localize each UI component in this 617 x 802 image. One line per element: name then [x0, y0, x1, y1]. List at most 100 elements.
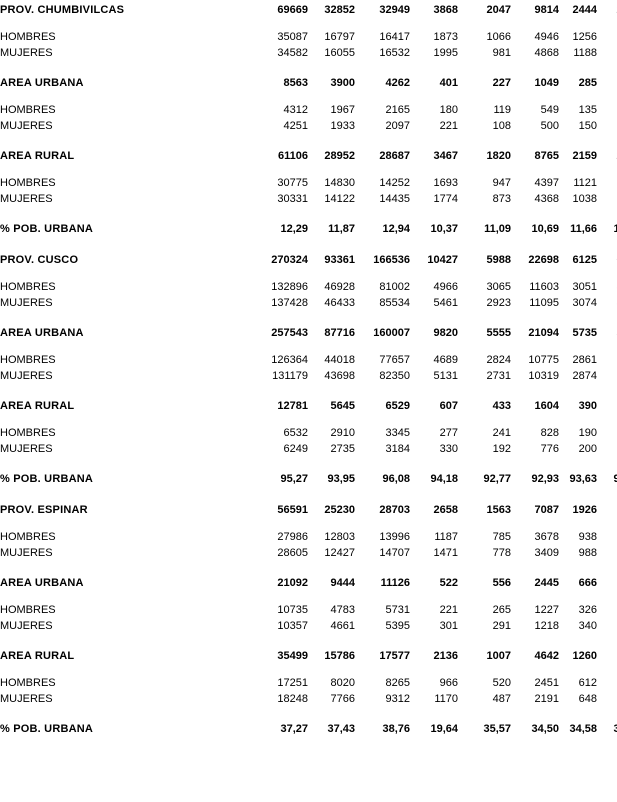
cell-total_hombres-col4: 1066 — [486, 31, 511, 43]
cell-rural_hombres-col6: 190 — [578, 427, 597, 439]
cell-urbana_hombres-col3: 180 — [439, 104, 458, 116]
spacer-cell — [0, 239, 617, 250]
row-total-hombres-espinar: HOMBRES 27986 12803 13996 1187 785 3678 9381003… — [0, 529, 617, 545]
cell-urbana_mujeres-col6: 2874 — [572, 370, 597, 382]
row-spacer — [0, 666, 617, 675]
cell-rural_mujeres-col3: 1774 — [433, 193, 458, 205]
cell-total_hombres-col0: 35087 — [277, 31, 308, 43]
row-spacer — [0, 311, 617, 323]
cell-urbana-col2: 160007 — [373, 327, 410, 339]
cell-rural-col1: 28952 — [324, 150, 355, 162]
row-pct-urbana-cusco: % POB. URBANA 95,27 93,95 96,08 94,18 92,77 92… — [0, 469, 617, 489]
cell-rural-col2: 28687 — [379, 150, 410, 162]
cell-total_mujeres-col7: 3017 — [597, 295, 617, 311]
label-mujeres: MUJERES — [0, 370, 53, 382]
cell-total_hombres-col5: 4946 — [534, 31, 559, 43]
cell-rural-col6: 2159 — [572, 150, 597, 162]
spacer-cell — [0, 593, 617, 602]
cell-total_mujeres-col0: 28605 — [277, 547, 308, 559]
cell-total-col3: 10427 — [427, 254, 458, 266]
cell-urbana_hombres-col4: 265 — [492, 604, 511, 616]
row-rural-hombres-chumbivilcas: HOMBRES 30775 14830 14252 1693 947 4397 1121119… — [0, 175, 617, 191]
cell-rural-col1: 5645 — [330, 400, 355, 412]
cell-urbana-col3: 401 — [439, 77, 458, 89]
cell-rural_mujeres-col0: 18248 — [277, 693, 308, 705]
cell-urbana_mujeres-col7: 350 — [597, 618, 617, 634]
label-area-rural: AREA RURAL — [0, 150, 75, 162]
cell-urbana-col2: 11126 — [380, 577, 410, 589]
cell-total_mujeres-col5: 11095 — [529, 297, 559, 309]
cell-pct_urbana-col6: 11,66 — [570, 223, 597, 235]
cell-urbana-col1: 3900 — [330, 77, 355, 89]
cell-rural_hombres-col4: 520 — [492, 677, 511, 689]
row-rural-mujeres-cusco: MUJERES6249273531843301927762002053030 — [0, 441, 617, 457]
cell-total_hombres-col5: 3678 — [534, 531, 559, 543]
label-area-rural: AREA RURAL — [0, 400, 75, 412]
cell-urbana_hombres-col1: 44018 — [324, 354, 355, 366]
cell-rural_hombres-col4: 947 — [492, 177, 511, 189]
spacer-cell — [0, 343, 617, 352]
cell-pct_urbana-col7: 10,99 — [597, 219, 617, 239]
spacer-cell — [0, 634, 617, 646]
cell-urbana_mujeres-col4: 2731 — [486, 370, 511, 382]
cell-total_hombres-col0: 132896 — [271, 281, 308, 293]
cell-rural_mujeres-col1: 14122 — [324, 193, 355, 205]
cell-urbana_mujeres-col3: 301 — [439, 620, 458, 632]
cell-urbana-col2: 4262 — [385, 77, 410, 89]
label-hombres: HOMBRES — [0, 177, 56, 189]
cell-rural_mujeres-col7: 637 — [597, 691, 617, 707]
cell-urbana_mujeres-col1: 4661 — [330, 620, 355, 632]
cell-urbana_mujeres-col5: 500 — [540, 120, 559, 132]
row-spacer — [0, 489, 617, 500]
cell-rural-col0: 61106 — [278, 150, 308, 162]
cell-pct_urbana-col1: 93,95 — [327, 473, 355, 485]
label-hombres: HOMBRES — [0, 281, 56, 293]
cell-urbana-col4: 5555 — [486, 327, 511, 339]
spacer-cell — [0, 666, 617, 675]
label-area-rural: AREA RURAL — [0, 650, 75, 662]
cell-rural-col7: 430 — [597, 396, 617, 416]
cell-rural_hombres-col2: 8265 — [385, 677, 410, 689]
cell-urbana_mujeres-col2: 2097 — [385, 120, 410, 132]
row-pct-urbana-espinar: % POB. URBANA 37,27 37,43 38,76 19,64 35,57 34… — [0, 719, 617, 739]
cell-total_hombres-col6: 3051 — [572, 281, 597, 293]
cell-urbana_hombres-col4: 119 — [493, 104, 511, 116]
cell-rural-col6: 1260 — [572, 650, 597, 662]
cell-rural-col2: 6529 — [385, 400, 410, 412]
cell-urbana-col6: 5735 — [572, 327, 597, 339]
cell-urbana-col3: 9820 — [433, 327, 458, 339]
row-spacer — [0, 520, 617, 529]
row-urbana-hombres-chumbivilcas: HOMBRES4312196721651801195491351482217 — [0, 102, 617, 118]
cell-total_mujeres-col7: 987 — [597, 545, 617, 561]
cell-total_hombres-col6: 1256 — [572, 31, 597, 43]
cell-pct_urbana-col3: 19,64 — [430, 723, 458, 735]
cell-urbana_mujeres-col6: 340 — [578, 620, 597, 632]
cell-total_mujeres-col3: 1995 — [433, 47, 458, 59]
cell-urbana-col0: 8563 — [283, 77, 308, 89]
spacer-cell — [0, 61, 617, 73]
row-spacer — [0, 207, 617, 219]
cell-urbana_mujeres-col0: 131179 — [272, 370, 308, 382]
cell-rural-col4: 1820 — [486, 150, 511, 162]
row-total-hombres-cusco: HOMBRES 132896 46928 81002 4966 3065 11603 3051… — [0, 279, 617, 295]
row-spacer — [0, 166, 617, 175]
cell-rural_mujeres-col6: 648 — [578, 693, 597, 705]
cell-rural_hombres-col2: 14252 — [379, 177, 410, 189]
cell-total-col2: 28703 — [379, 504, 410, 516]
cell-rural_mujeres-col5: 776 — [540, 443, 559, 455]
cell-rural_hombres-col7: 225 — [597, 425, 617, 441]
cell-pct_urbana-col6: 34,58 — [569, 723, 597, 735]
cell-pct_urbana-col0: 37,27 — [280, 723, 308, 735]
cell-urbana_hombres-col7: 148 — [597, 102, 617, 118]
cell-rural_hombres-col0: 6532 — [283, 427, 308, 439]
cell-total_hombres-col3: 4966 — [433, 281, 458, 293]
cell-rural-col3: 2136 — [433, 650, 458, 662]
row-spacer — [0, 270, 617, 279]
province-title: PROV. CHUMBIVILCAS — [0, 4, 125, 16]
cell-urbana_hombres-col2: 2165 — [385, 104, 410, 116]
label-hombres: HOMBRES — [0, 427, 56, 439]
cell-urbana_mujeres-col4: 291 — [492, 620, 511, 632]
label-pct-pob-urbana: % POB. URBANA — [0, 473, 94, 485]
cell-rural_hombres-col4: 241 — [492, 427, 511, 439]
cell-rural_hombres-col0: 17251 — [277, 677, 308, 689]
